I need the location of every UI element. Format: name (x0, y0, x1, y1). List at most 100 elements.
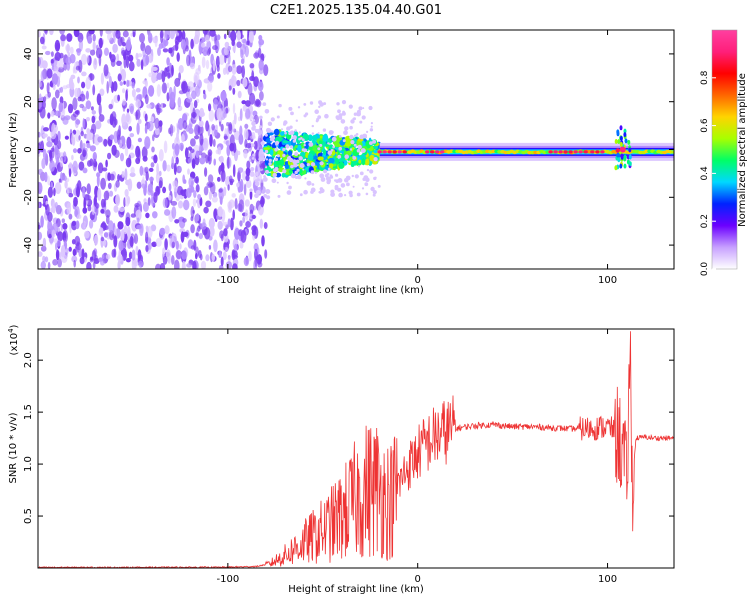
noise-speck (193, 190, 197, 198)
noise-speck (160, 102, 163, 110)
noise-speck (98, 103, 102, 116)
noise-speck (245, 179, 252, 189)
halo-speck (290, 111, 294, 116)
noise-speck (167, 256, 171, 264)
halo-speck (292, 135, 297, 140)
halo-speck (310, 170, 315, 175)
noise-speck (57, 231, 64, 242)
halo-speck (257, 178, 260, 181)
noise-speck (62, 233, 67, 241)
noise-speck (39, 81, 42, 88)
noise-speck (66, 43, 70, 54)
noise-speck (171, 64, 174, 77)
halo-speck (377, 184, 381, 188)
noise-speck (56, 239, 61, 247)
noise-speck (90, 49, 96, 56)
noise-speck (176, 131, 179, 143)
carrier-peak-cell (435, 150, 440, 154)
noise-speck (218, 188, 223, 193)
noise-speck (82, 142, 86, 150)
halo-speck (288, 106, 293, 111)
halo-speck (334, 186, 339, 191)
noise-speck (249, 203, 254, 214)
noise-speck (209, 226, 215, 237)
noise-speck (77, 76, 80, 84)
halo-speck (257, 162, 261, 165)
noise-speck (231, 39, 235, 47)
noise-speck (190, 38, 194, 50)
noise-speck (76, 214, 82, 220)
noise-speck (245, 108, 251, 119)
noise-speck (249, 189, 253, 200)
noise-speck (207, 81, 213, 92)
noise-speck (180, 189, 187, 197)
noise-speck (110, 58, 116, 67)
noise-speck (86, 117, 90, 122)
halo-speck (369, 141, 373, 146)
noise-speck (144, 113, 148, 122)
noise-speck (198, 120, 204, 128)
noise-speck (86, 143, 91, 149)
noise-speck (148, 85, 155, 97)
noise-speck (147, 32, 153, 44)
noise-speck (62, 116, 69, 125)
halo-speck (327, 142, 330, 145)
halo-speck (330, 192, 335, 198)
noise-speck (124, 145, 129, 157)
noise-speck (258, 59, 264, 71)
noise-speck (133, 261, 139, 267)
noise-speck (227, 52, 231, 65)
noise-speck (119, 139, 123, 149)
noise-speck (119, 81, 124, 86)
noise-speck (47, 220, 53, 233)
halo-speck (303, 148, 308, 152)
halo-speck (327, 167, 331, 171)
noise-speck (187, 81, 194, 90)
noise-speck (57, 66, 65, 73)
band-speck (346, 150, 352, 156)
noise-speck (162, 160, 167, 172)
noise-speck (73, 196, 78, 207)
noise-speck (81, 53, 87, 66)
noise-speck (179, 142, 184, 151)
burst-speck (616, 131, 620, 137)
noise-speck (236, 65, 243, 74)
noise-speck (168, 47, 173, 54)
burst-speck (623, 163, 627, 169)
noise-speck (100, 237, 105, 242)
noise-speck (92, 33, 96, 42)
noise-speck (189, 62, 196, 70)
halo-speck (274, 148, 278, 152)
halo-speck (274, 157, 278, 162)
noise-speck (193, 239, 197, 251)
halo-speck (271, 130, 274, 133)
noise-speck (156, 102, 161, 115)
noise-speck (155, 263, 162, 269)
noise-speck (244, 199, 250, 207)
noise-speck (223, 135, 228, 140)
band-speck (313, 155, 318, 160)
noise-speck (122, 30, 129, 38)
halo-speck (356, 109, 361, 114)
noise-speck (162, 255, 168, 265)
noise-speck (230, 217, 234, 231)
noise-speck (85, 100, 92, 110)
halo-speck (338, 116, 343, 120)
noise-speck (141, 183, 146, 189)
noise-speck (226, 145, 231, 157)
halo-speck (262, 102, 267, 106)
noise-speck (164, 238, 168, 251)
noise-speck (144, 45, 152, 56)
noise-speck (44, 30, 48, 35)
halo-speck (359, 171, 364, 176)
noise-speck (89, 219, 94, 229)
noise-speck (122, 99, 126, 106)
noise-speck (149, 176, 154, 182)
noise-speck (105, 171, 109, 182)
noise-speck (179, 243, 182, 250)
noise-speck (251, 225, 257, 232)
halo-speck (354, 174, 359, 179)
noise-speck (109, 134, 114, 140)
y-tick-label: 1.5 (23, 404, 34, 420)
halo-speck (340, 183, 346, 188)
